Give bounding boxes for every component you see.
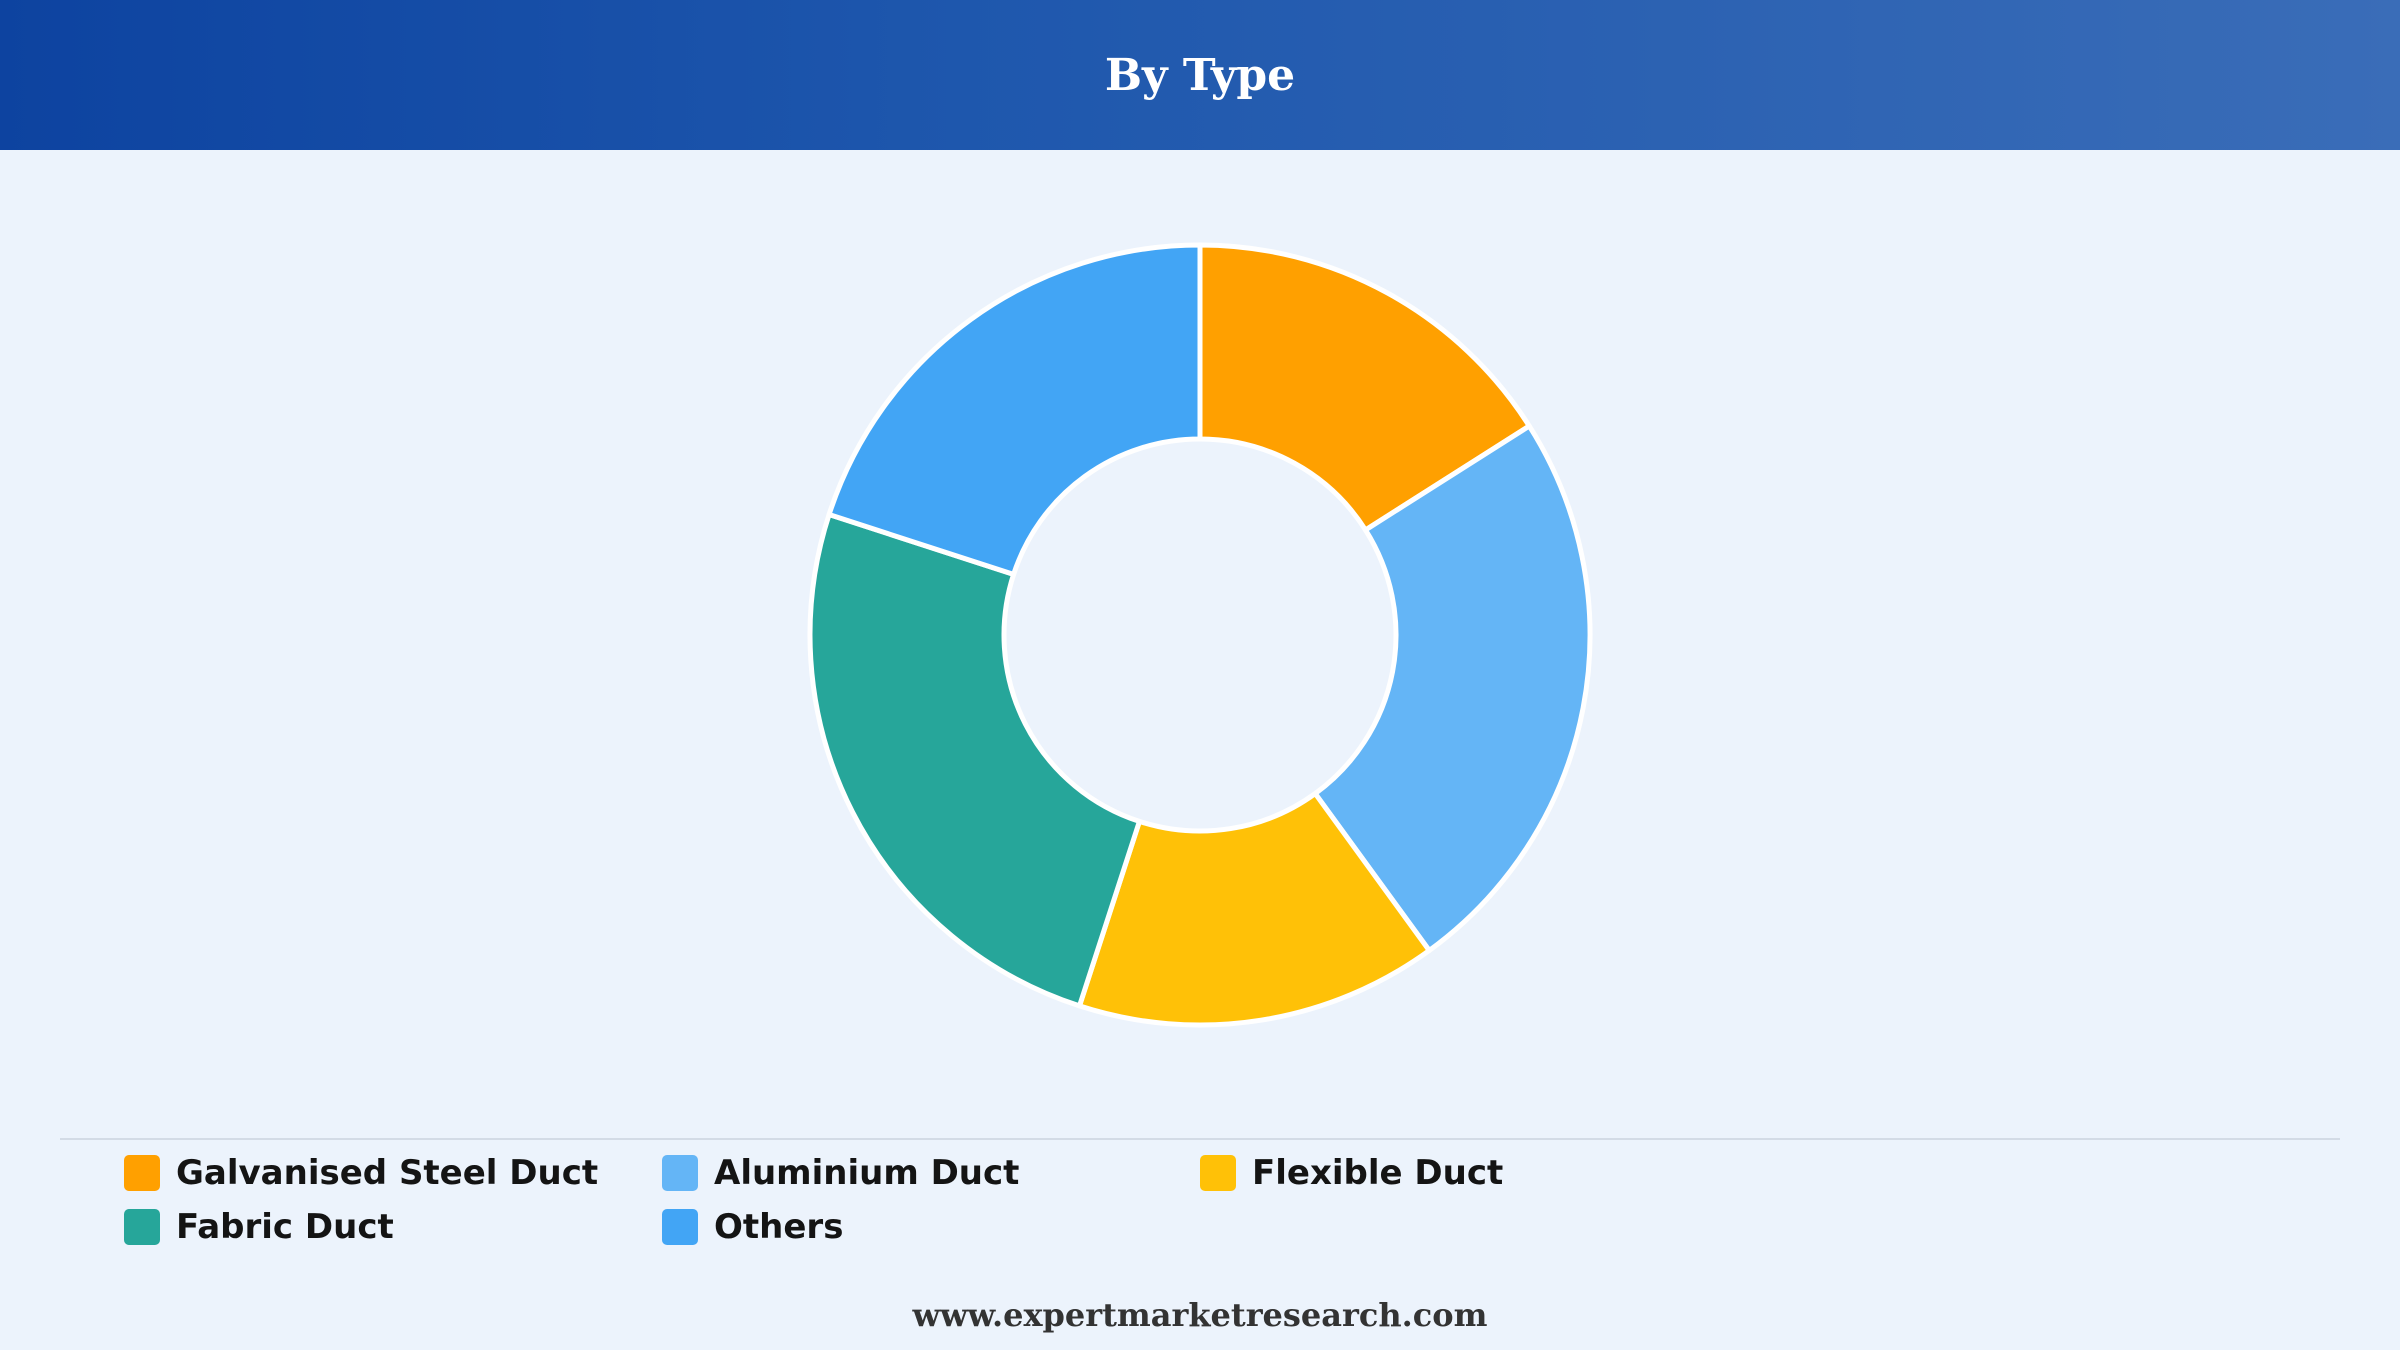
donut-chart <box>807 242 1593 1028</box>
slice-others[interactable] <box>826 242 1203 577</box>
legend-label: Aluminium Duct <box>714 1153 1020 1193</box>
legend-label: Fabric Duct <box>176 1207 394 1247</box>
chart-title: By Type <box>1104 49 1296 101</box>
slice-fabric-duct[interactable] <box>807 511 1142 1009</box>
legend-swatch <box>662 1155 698 1191</box>
slice-aluminium-duct[interactable] <box>1312 423 1593 954</box>
slice-flexible-duct[interactable] <box>1076 791 1432 1028</box>
legend-item-galvanised-steel-duct[interactable]: Galvanised Steel Duct <box>124 1152 662 1194</box>
legend-divider <box>60 1138 2340 1140</box>
legend-swatch <box>1200 1155 1236 1191</box>
legend-label: Flexible Duct <box>1252 1153 1504 1193</box>
legend-swatch <box>124 1209 160 1245</box>
legend-item-fabric-duct[interactable]: Fabric Duct <box>124 1206 662 1248</box>
legend: Galvanised Steel Duct Aluminium Duct Fle… <box>124 1152 2274 1248</box>
legend-label: Galvanised Steel Duct <box>176 1153 599 1193</box>
legend-label: Others <box>714 1207 844 1247</box>
legend-swatch <box>662 1209 698 1245</box>
website-footer: www.expertmarketresearch.com <box>912 1296 1488 1334</box>
legend-swatch <box>124 1155 160 1191</box>
donut-slices <box>807 242 1593 1028</box>
legend-item-flexible-duct[interactable]: Flexible Duct <box>1200 1152 1738 1194</box>
legend-item-others[interactable]: Others <box>662 1206 1200 1248</box>
slice-galvanised-steel-duct[interactable] <box>1197 242 1532 533</box>
chart-header: By Type <box>0 0 2400 150</box>
legend-item-aluminium-duct[interactable]: Aluminium Duct <box>662 1152 1200 1194</box>
